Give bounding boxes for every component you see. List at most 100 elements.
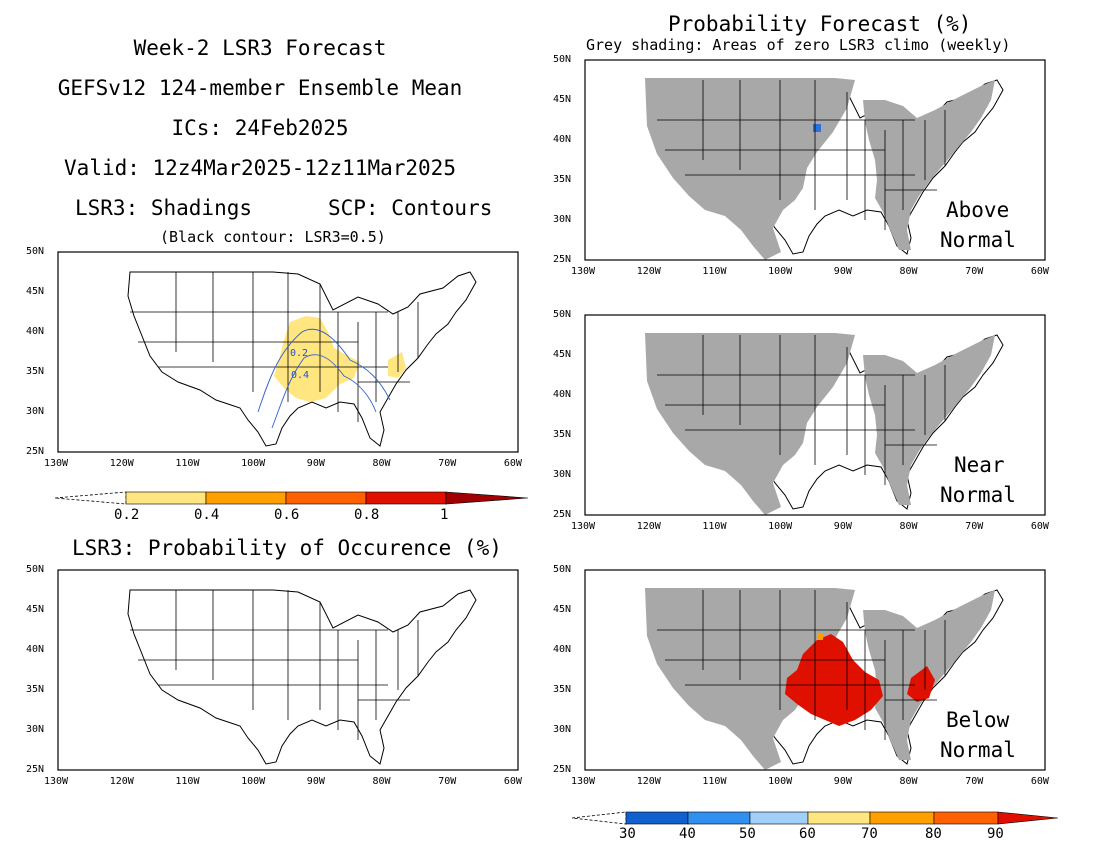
- below-normal-lon-tick: 120W: [636, 776, 661, 787]
- probability-colorbar-label: 90: [987, 826, 1004, 842]
- lsr3-shadings-lat-tick: 30N: [26, 406, 45, 417]
- above-label: Above: [946, 198, 1010, 222]
- lsr3-shadings-lat-tick: 25N: [26, 446, 45, 457]
- below-normal-lon-tick: 90W: [833, 776, 852, 787]
- probability-colorbar-label: 40: [679, 826, 696, 842]
- lsr3-probability-lat-tick: 50N: [26, 564, 45, 575]
- near-normal-lon-tick: 70W: [965, 521, 984, 532]
- below-normal-lat-tick: 25N: [553, 764, 572, 775]
- shadings-label: LSR3: Shadings: [75, 196, 253, 220]
- probability-colorbar-label: 80: [925, 826, 942, 842]
- probability-colorbar-label: 60: [799, 826, 816, 842]
- lsr3-shadings-lon-tick: 80W: [372, 458, 391, 469]
- grey-shading-subtitle: Grey shading: Areas of zero LSR3 climo (…: [586, 36, 1011, 54]
- below-normal-lat-tick: 30N: [553, 724, 572, 735]
- lsr3-shadings-map: [57, 251, 519, 453]
- near-label: Near: [954, 453, 1005, 477]
- title-line-3: ICs: 24Feb2025: [171, 116, 349, 140]
- lsr3-shadings-lon-tick: 70W: [438, 458, 457, 469]
- below-normal-lon-tick: 130W: [571, 776, 596, 787]
- lsr3-shadings-lon-tick: 90W: [306, 458, 325, 469]
- lsr3-probability-lon-tick: 60W: [503, 776, 522, 787]
- lsr3-colorbar-label: 0.8: [354, 507, 380, 523]
- probability-colorbar-label: 70: [861, 826, 878, 842]
- title-line-2: GEFSv12 124-member Ensemble Mean: [57, 76, 463, 100]
- above-normal-lat-tick: 45N: [553, 94, 572, 105]
- below-normal-lat-tick: 45N: [553, 604, 572, 615]
- near-normal-lon-tick: 60W: [1030, 521, 1049, 532]
- below-normal-lon-tick: 100W: [768, 776, 793, 787]
- lsr3-colorbar-label: 0.4: [194, 507, 220, 523]
- lsr3-probability-lon-tick: 80W: [372, 776, 391, 787]
- lsr3-colorbar: [54, 491, 529, 505]
- lsr3-probability-lon-tick: 100W: [241, 776, 266, 787]
- lsr3-colorbar-label: 1: [440, 507, 449, 523]
- near-normal-lon-tick: 120W: [636, 521, 661, 532]
- blue-spot: [813, 124, 821, 132]
- contours-label: SCP: Contours: [328, 196, 493, 220]
- lsr3-shadings-lon-tick: 100W: [241, 458, 266, 469]
- above-normal-lon-tick: 100W: [768, 266, 793, 277]
- lsr3-shadings-lon-tick: 60W: [503, 458, 522, 469]
- above-normal-lat-tick: 35N: [553, 174, 572, 185]
- below-normal-red-east: [907, 666, 935, 702]
- lsr3-shadings-lat-tick: 45N: [26, 286, 45, 297]
- above-normal-map: [584, 59, 1046, 261]
- below-normal-lon-tick: 70W: [965, 776, 984, 787]
- lsr3-shadings-lat-tick: 35N: [26, 366, 45, 377]
- near-normal-lat-tick: 35N: [553, 429, 572, 440]
- below-label: Below: [946, 708, 1010, 732]
- near-normal-lat-tick: 45N: [553, 349, 572, 360]
- above-normal-lat-tick: 25N: [553, 254, 572, 265]
- lsr3-probability-lon-tick: 110W: [175, 776, 200, 787]
- below-normal-map: [584, 569, 1046, 771]
- lsr3-probability-lon-tick: 90W: [306, 776, 325, 787]
- lsr3-probability-lon-tick: 130W: [44, 776, 69, 787]
- lsr3-probability-lat-tick: 30N: [26, 724, 45, 735]
- lsr3-probability-lat-tick: 45N: [26, 604, 45, 615]
- title-line-4: Valid: 12z4Mar2025-12z11Mar2025: [64, 156, 456, 180]
- near-normal-lon-tick: 80W: [899, 521, 918, 532]
- lsr3-colorbar-label: 0.6: [274, 507, 300, 523]
- below-normal-red-region: [785, 634, 883, 726]
- lsr3-probability-map: [57, 569, 519, 771]
- below-normal-lon-tick: 80W: [899, 776, 918, 787]
- probability-forecast-title: Probability Forecast (%): [668, 12, 972, 36]
- near-normal-lat-tick: 50N: [553, 309, 572, 320]
- lsr3-shadings-lon-tick: 120W: [109, 458, 134, 469]
- below-normal-lon-tick: 60W: [1030, 776, 1049, 787]
- below-normal-lon-tick: 110W: [702, 776, 727, 787]
- near-normal-lon-tick: 110W: [702, 521, 727, 532]
- above-normal-lon-tick: 80W: [899, 266, 918, 277]
- below-normal-lat-tick: 40N: [553, 644, 572, 655]
- near-normal-label: Normal: [940, 483, 1016, 507]
- above-normal-lon-tick: 110W: [702, 266, 727, 277]
- near-normal-lat-tick: 40N: [553, 389, 572, 400]
- above-normal-lat-tick: 40N: [553, 134, 572, 145]
- probability-colorbar-label: 50: [739, 826, 756, 842]
- near-normal-lon-tick: 100W: [768, 521, 793, 532]
- lsr3-shadings-lon-tick: 130W: [44, 458, 69, 469]
- scp-contours: [257, 328, 391, 429]
- title-line-1: Week-2 LSR3 Forecast: [133, 36, 387, 60]
- above-normal-lon-tick: 90W: [833, 266, 852, 277]
- near-normal-lat-tick: 30N: [553, 469, 572, 480]
- above-normal-lon-tick: 120W: [636, 266, 661, 277]
- near-normal-lon-tick: 90W: [833, 521, 852, 532]
- lsr3-colorbar-label: 0.2: [114, 507, 140, 523]
- near-normal-lon-tick: 130W: [571, 521, 596, 532]
- above-normal-lon-tick: 130W: [571, 266, 596, 277]
- lsr3-yellow-east: [388, 352, 406, 378]
- above-normal-lon-tick: 60W: [1030, 266, 1049, 277]
- below-normal-label: Normal: [940, 738, 1016, 762]
- lsr3-shadings-lon-tick: 110W: [175, 458, 200, 469]
- lsr3-probability-lon-tick: 120W: [109, 776, 134, 787]
- above-normal-lat-tick: 50N: [553, 54, 572, 65]
- contour-label-02: 0.2: [290, 348, 308, 359]
- probability-colorbar-label: 30: [619, 826, 636, 842]
- above-normal-label: Normal: [940, 228, 1016, 252]
- contour-label-04: 0.4: [291, 370, 309, 381]
- lsr3-shadings-lat-tick: 40N: [26, 326, 45, 337]
- above-normal-lon-tick: 70W: [965, 266, 984, 277]
- near-normal-lat-tick: 25N: [553, 509, 572, 520]
